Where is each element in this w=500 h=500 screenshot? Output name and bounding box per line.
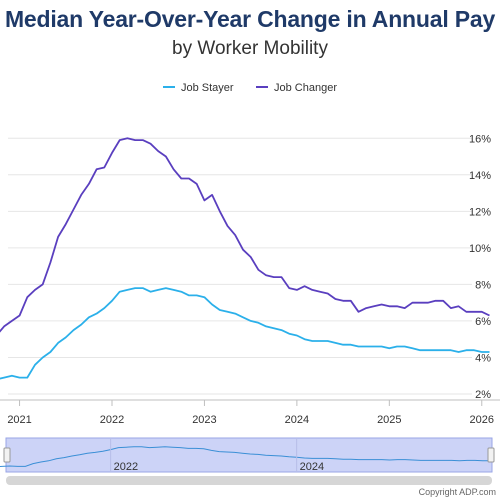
gridlines <box>8 137 472 395</box>
navigator-scrollbar[interactable] <box>6 476 492 485</box>
x-tick-label: 2022 <box>100 414 124 426</box>
y-tick-label: 10% <box>469 243 491 255</box>
y-tick-label: 4% <box>475 352 491 364</box>
x-tick-label: 2026 <box>470 414 494 426</box>
legend-label: Job Stayer <box>181 82 234 94</box>
legend: Job Stayer Job Changer <box>163 82 337 94</box>
range-navigator[interactable]: 2022 2024 <box>0 437 495 485</box>
legend-label: Job Changer <box>274 82 337 94</box>
chart-subtitle: by Worker Mobility <box>172 38 328 59</box>
navigator-label: 2024 <box>300 461 324 473</box>
x-tick-label: 2024 <box>285 414 309 426</box>
navigator-window[interactable] <box>5 437 493 473</box>
navigator-handle-right[interactable] <box>487 447 495 463</box>
x-axis: 2021 2022 2023 2024 2025 2026 <box>0 399 500 426</box>
y-tick-label: 8% <box>475 279 491 291</box>
navigator-handle-left[interactable] <box>3 447 11 463</box>
series-layer <box>0 137 490 380</box>
x-tick-label: 2021 <box>7 414 31 426</box>
chart-title: Median Year-Over-Year Change in Annual P… <box>4 6 496 32</box>
legend-item-1[interactable]: Job Changer <box>256 82 337 94</box>
series-line-1 <box>0 137 490 333</box>
navigator-label: 2022 <box>114 461 138 473</box>
copyright-text: Copyright ADP.com <box>419 487 496 497</box>
y-tick-label: 14% <box>469 170 491 182</box>
y-tick-label: 6% <box>475 316 491 328</box>
x-tick-label: 2023 <box>192 414 216 426</box>
y-tick-label: 16% <box>469 133 491 145</box>
navigator-series-line <box>0 446 491 468</box>
series-line-0 <box>0 287 490 380</box>
y-tick-label: 2% <box>475 389 491 401</box>
legend-item-0[interactable]: Job Stayer <box>163 82 234 94</box>
x-tick-label: 2025 <box>377 414 401 426</box>
y-tick-label: 12% <box>469 206 491 218</box>
y-axis: 2% 4% 6% 8% 10% 12% 14% 16% <box>469 133 491 401</box>
